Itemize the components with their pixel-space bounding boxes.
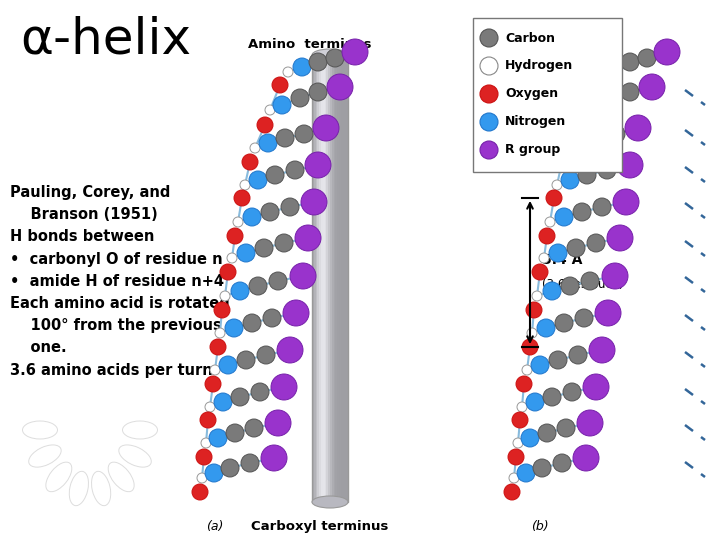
Circle shape xyxy=(522,365,532,375)
Text: Oxygen: Oxygen xyxy=(505,87,558,100)
FancyBboxPatch shape xyxy=(473,18,622,172)
Circle shape xyxy=(543,282,561,300)
Circle shape xyxy=(309,83,327,101)
Circle shape xyxy=(201,438,211,448)
Circle shape xyxy=(602,263,628,289)
Circle shape xyxy=(526,393,544,411)
Circle shape xyxy=(245,419,263,437)
Circle shape xyxy=(209,429,227,447)
Circle shape xyxy=(227,253,237,263)
Circle shape xyxy=(577,105,587,115)
Circle shape xyxy=(309,53,327,71)
Circle shape xyxy=(557,419,575,437)
Circle shape xyxy=(598,161,616,179)
Circle shape xyxy=(234,190,250,206)
Circle shape xyxy=(251,383,269,401)
Bar xyxy=(344,55,346,502)
Circle shape xyxy=(531,356,549,374)
Circle shape xyxy=(539,253,549,263)
Circle shape xyxy=(539,228,555,244)
Bar xyxy=(336,55,337,502)
Circle shape xyxy=(243,314,261,332)
Circle shape xyxy=(290,263,316,289)
Circle shape xyxy=(263,309,281,327)
Circle shape xyxy=(563,383,581,401)
Circle shape xyxy=(214,302,230,318)
Text: Nitrogen: Nitrogen xyxy=(505,116,566,129)
Circle shape xyxy=(249,171,267,189)
Circle shape xyxy=(607,225,633,251)
Circle shape xyxy=(553,454,571,472)
Circle shape xyxy=(210,365,220,375)
Circle shape xyxy=(617,152,643,178)
Circle shape xyxy=(281,198,299,216)
Circle shape xyxy=(240,180,250,190)
Circle shape xyxy=(595,300,621,326)
Circle shape xyxy=(621,83,639,101)
Bar xyxy=(330,55,332,502)
Circle shape xyxy=(554,154,570,170)
Circle shape xyxy=(242,154,258,170)
Circle shape xyxy=(638,49,656,67)
Circle shape xyxy=(516,376,532,392)
Circle shape xyxy=(269,272,287,290)
Circle shape xyxy=(508,449,524,465)
Circle shape xyxy=(259,134,277,152)
Circle shape xyxy=(283,300,309,326)
Bar xyxy=(328,55,330,502)
Circle shape xyxy=(552,180,562,190)
Text: Hydrogen: Hydrogen xyxy=(505,59,573,72)
Circle shape xyxy=(589,337,615,363)
Circle shape xyxy=(587,234,605,252)
Ellipse shape xyxy=(312,496,348,508)
Circle shape xyxy=(326,49,344,67)
Circle shape xyxy=(504,484,520,500)
Circle shape xyxy=(255,239,273,257)
Bar xyxy=(321,55,323,502)
Circle shape xyxy=(243,208,261,226)
Circle shape xyxy=(275,234,293,252)
Circle shape xyxy=(266,166,284,184)
Circle shape xyxy=(261,203,279,221)
Circle shape xyxy=(257,346,275,364)
Circle shape xyxy=(543,388,561,406)
Circle shape xyxy=(522,339,538,355)
Circle shape xyxy=(205,464,223,482)
Circle shape xyxy=(585,96,603,114)
Bar xyxy=(341,55,343,502)
Bar xyxy=(326,55,328,502)
Circle shape xyxy=(569,117,585,133)
Circle shape xyxy=(607,125,625,143)
Circle shape xyxy=(220,264,236,280)
Circle shape xyxy=(577,410,603,436)
Circle shape xyxy=(480,57,498,75)
Circle shape xyxy=(220,291,230,301)
Circle shape xyxy=(571,134,589,152)
Text: Carboxyl terminus: Carboxyl terminus xyxy=(251,520,389,533)
Circle shape xyxy=(265,410,291,436)
Circle shape xyxy=(538,424,556,442)
Circle shape xyxy=(265,105,275,115)
Circle shape xyxy=(575,309,593,327)
Circle shape xyxy=(295,125,313,143)
Circle shape xyxy=(573,445,599,471)
Circle shape xyxy=(205,402,215,412)
Circle shape xyxy=(226,424,244,442)
Text: Pauling, Corey, and
    Branson (1951)
H bonds between
•  carbonyl O of residue : Pauling, Corey, and Branson (1951) H bon… xyxy=(10,185,230,377)
Bar xyxy=(319,55,321,502)
Circle shape xyxy=(205,376,221,392)
Circle shape xyxy=(295,225,321,251)
Circle shape xyxy=(605,58,623,76)
Text: (a): (a) xyxy=(207,520,224,533)
Circle shape xyxy=(639,74,665,100)
Circle shape xyxy=(569,346,587,364)
Circle shape xyxy=(480,85,498,103)
Circle shape xyxy=(512,412,528,428)
Circle shape xyxy=(231,282,249,300)
Circle shape xyxy=(621,53,639,71)
Circle shape xyxy=(480,141,498,159)
Ellipse shape xyxy=(312,49,348,61)
Bar xyxy=(346,55,348,502)
Circle shape xyxy=(196,449,212,465)
Circle shape xyxy=(215,328,225,338)
